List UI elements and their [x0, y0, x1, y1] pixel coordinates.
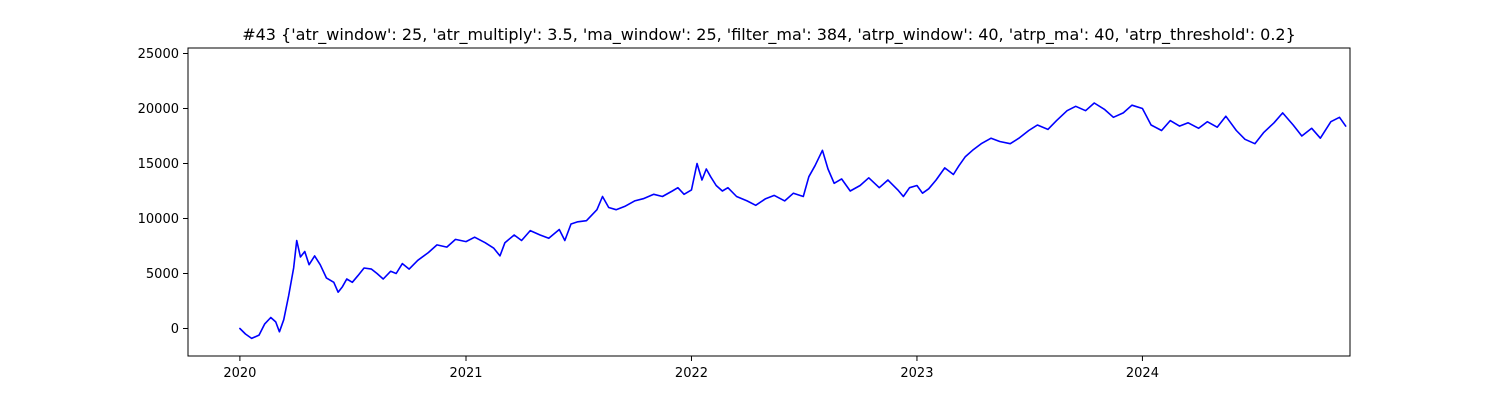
x-tick-label: 2024 [1126, 366, 1159, 381]
x-tick-label: 2021 [449, 366, 482, 381]
chart-title: #43 {'atr_window': 25, 'atr_multiply': 3… [242, 25, 1296, 45]
y-tick-label: 0 [171, 322, 179, 337]
x-tick-label: 2022 [675, 366, 708, 381]
series-line-0 [239, 102, 1347, 340]
y-tick-label: 10000 [138, 212, 179, 227]
series-layer [239, 102, 1347, 340]
y-tick-label: 20000 [138, 102, 179, 117]
y-axis: 0 5000 10000 15000 20000 25000 [138, 47, 188, 337]
x-tick-label: 2023 [900, 366, 933, 381]
y-tick-label: 5000 [146, 267, 179, 282]
plot-area-frame [187, 47, 1351, 357]
y-tick-label: 15000 [138, 157, 179, 172]
x-tick-label: 2020 [223, 366, 256, 381]
y-tick-label: 25000 [138, 47, 179, 62]
x-axis: 2020 2021 2022 2023 2024 [223, 356, 1159, 381]
